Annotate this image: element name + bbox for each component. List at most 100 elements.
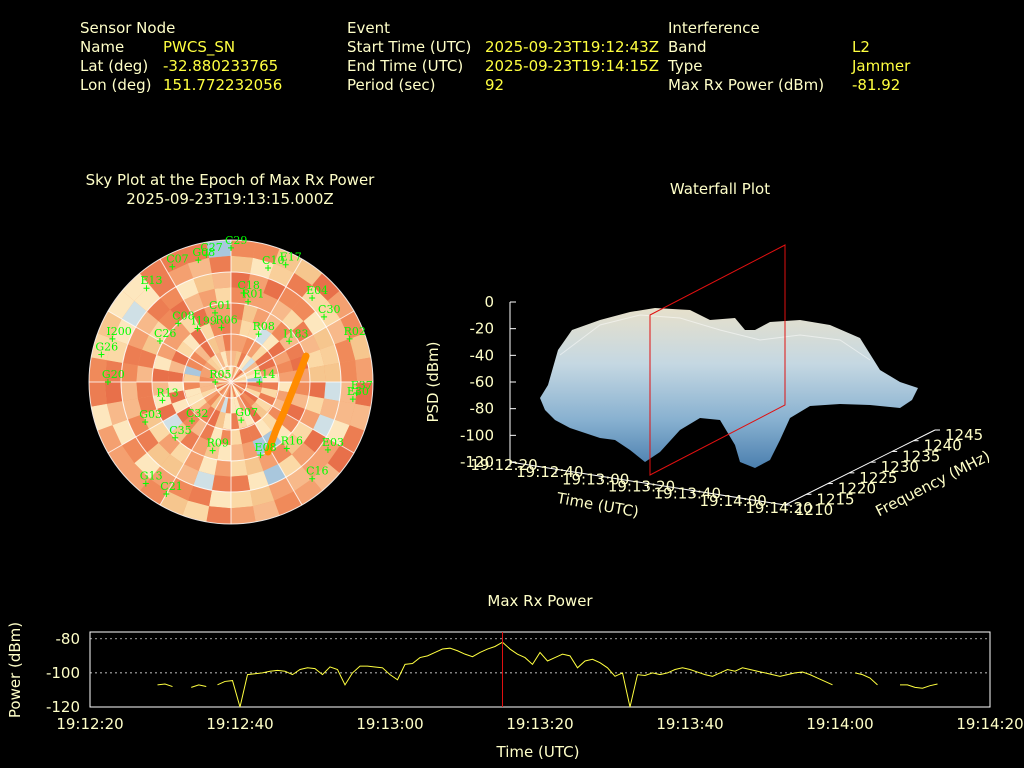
- sky-cell: [217, 303, 231, 320]
- sky-cell: [231, 382, 237, 398]
- sky-cell: [244, 387, 261, 398]
- sky-cell: [203, 389, 219, 403]
- sky-cell: [218, 369, 231, 382]
- sky-cell: [162, 413, 183, 433]
- wf-x-tick-label: 19:12:20: [470, 456, 537, 474]
- sky-cell: [324, 382, 342, 402]
- satellite-label: I183: [283, 327, 308, 340]
- satellite-marker: [104, 379, 111, 385]
- sky-cell: [167, 477, 194, 501]
- sky-cell: [278, 454, 302, 478]
- sky-cell: [286, 272, 313, 298]
- waterfall-title: Waterfall Plot: [669, 180, 771, 198]
- sky-cell: [210, 394, 224, 410]
- interference-band-label: Band: [668, 38, 707, 56]
- satellite-marker: [256, 379, 263, 385]
- wf-z-tick-label: 0: [484, 293, 494, 311]
- sky-cell: [241, 304, 258, 323]
- satellite-label: E37: [351, 379, 373, 392]
- sky-cell: [183, 382, 200, 391]
- sky-cell: [186, 358, 204, 372]
- sky-cell: [160, 248, 188, 273]
- satellite-r16: R16: [281, 434, 303, 452]
- wf-x-tick-label: 19:13:20: [608, 478, 675, 496]
- sky-cell: [137, 349, 157, 369]
- sky-cell: [263, 278, 287, 301]
- wf-z-tick-label: -60: [470, 373, 495, 391]
- sky-cell: [241, 441, 258, 460]
- sky-cell: [251, 345, 268, 362]
- sky-cell: [214, 459, 231, 477]
- satellite-marker: [283, 445, 290, 452]
- satellite-marker: [172, 434, 179, 441]
- wf-z-tick-label: -40: [470, 346, 495, 364]
- satellite-marker: [309, 475, 316, 482]
- wf-x-tick-label: 19:13:00: [562, 470, 629, 488]
- sky-cell: [268, 263, 295, 287]
- sky-plot-title: Sky Plot at the Epoch of Max Rx Power: [85, 171, 375, 189]
- sky-cell: [220, 350, 229, 368]
- sky-cell: [89, 357, 107, 382]
- satellite-marker: [245, 298, 252, 305]
- wf-y-tick-label: 1225: [859, 469, 897, 487]
- sky-cell: [120, 362, 138, 382]
- sky-cell: [355, 382, 373, 407]
- satellite-label: R08: [253, 320, 275, 333]
- sky-cell: [167, 382, 185, 393]
- sky-cell: [303, 429, 327, 453]
- sky-cell: [201, 366, 218, 377]
- sky-cell: [225, 350, 231, 367]
- sky-cell: [241, 357, 256, 372]
- sky-cell: [285, 403, 306, 422]
- sky-cell: [262, 313, 282, 334]
- sky-cell: [122, 398, 143, 420]
- sky-cell: [171, 350, 191, 366]
- waterfall-plot: 0-20-40-60-80-100-12019:12:2019:12:4019:…: [424, 244, 993, 521]
- sky-cell: [244, 456, 264, 476]
- sky-cell: [203, 361, 219, 375]
- sky-cell: [294, 259, 323, 286]
- sky-cell: [319, 398, 340, 420]
- sky-cell: [134, 452, 161, 479]
- sky-cell: [214, 411, 226, 429]
- sky-cell: [206, 357, 221, 372]
- sky-cell: [122, 273, 150, 301]
- sky-cell: [241, 337, 255, 355]
- interference-power-label: Max Rx Power (dBm): [668, 76, 825, 94]
- sky-cell: [149, 466, 176, 492]
- satellite-label: E04: [306, 284, 328, 297]
- satellite-label: C21: [160, 480, 182, 493]
- sky-cell: [238, 354, 252, 370]
- satellite-c10: C10: [262, 254, 284, 271]
- mp-x-tick-label: 19:13:20: [506, 715, 573, 733]
- satellite-label: R06: [215, 314, 237, 327]
- sky-cell: [250, 485, 275, 507]
- sky-cell: [190, 351, 207, 367]
- wf-z-tick-label: -100: [460, 426, 494, 444]
- sky-cell: [231, 376, 247, 382]
- sky-spoke: [230, 310, 355, 383]
- satellite-marker: [98, 351, 105, 358]
- sky-spoke: [230, 258, 303, 383]
- sky-cell: [308, 365, 326, 382]
- sky-cell: [97, 311, 122, 339]
- mp-power-line: [157, 683, 173, 688]
- sky-cell: [243, 361, 259, 375]
- sky-cell: [241, 392, 256, 407]
- sky-spoke: [230, 381, 355, 454]
- satellite-marker: [203, 251, 210, 258]
- satellite-i199: I199: [192, 314, 217, 332]
- sky-cell: [121, 437, 147, 464]
- satellite-marker: [163, 491, 170, 498]
- wf-y-tick-label: 1240: [924, 437, 962, 455]
- sky-cell: [258, 358, 276, 372]
- mp-power-line: [900, 683, 938, 689]
- event-end-label: End Time (UTC): [347, 57, 464, 75]
- sky-cell: [239, 426, 253, 445]
- satellite-marker: [265, 264, 272, 271]
- sky-cell: [236, 335, 248, 353]
- wf-y-tick-label: 1235: [902, 447, 940, 465]
- sky-cell: [106, 401, 128, 426]
- sensor-name-label: Name: [80, 38, 125, 56]
- sky-cell: [215, 382, 231, 388]
